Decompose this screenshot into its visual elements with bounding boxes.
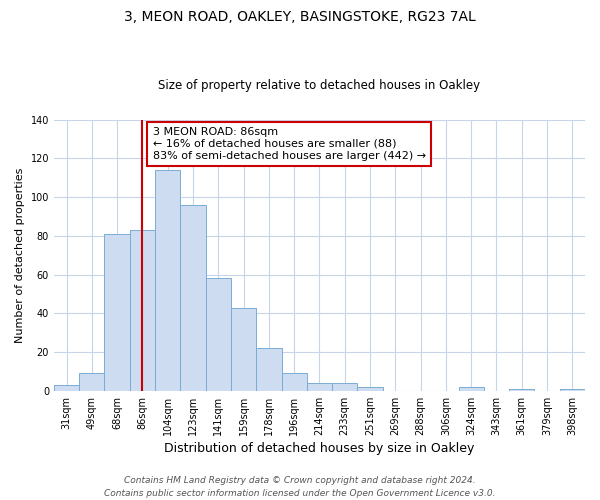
Bar	[130, 230, 155, 391]
Bar	[281, 374, 307, 391]
Bar	[332, 383, 358, 391]
Bar	[256, 348, 281, 391]
Bar	[560, 389, 585, 391]
Title: Size of property relative to detached houses in Oakley: Size of property relative to detached ho…	[158, 79, 481, 92]
Text: 3 MEON ROAD: 86sqm
← 16% of detached houses are smaller (88)
83% of semi-detache: 3 MEON ROAD: 86sqm ← 16% of detached hou…	[152, 128, 425, 160]
Bar	[181, 205, 206, 391]
Bar	[155, 170, 181, 391]
Text: 3, MEON ROAD, OAKLEY, BASINGSTOKE, RG23 7AL: 3, MEON ROAD, OAKLEY, BASINGSTOKE, RG23 …	[124, 10, 476, 24]
Bar	[358, 387, 383, 391]
Bar	[307, 383, 332, 391]
Bar	[231, 308, 256, 391]
Y-axis label: Number of detached properties: Number of detached properties	[15, 168, 25, 343]
Bar	[206, 278, 231, 391]
Bar	[458, 387, 484, 391]
Bar	[104, 234, 130, 391]
Text: Contains HM Land Registry data © Crown copyright and database right 2024.
Contai: Contains HM Land Registry data © Crown c…	[104, 476, 496, 498]
X-axis label: Distribution of detached houses by size in Oakley: Distribution of detached houses by size …	[164, 442, 475, 455]
Bar	[509, 389, 535, 391]
Bar	[54, 385, 79, 391]
Bar	[79, 374, 104, 391]
